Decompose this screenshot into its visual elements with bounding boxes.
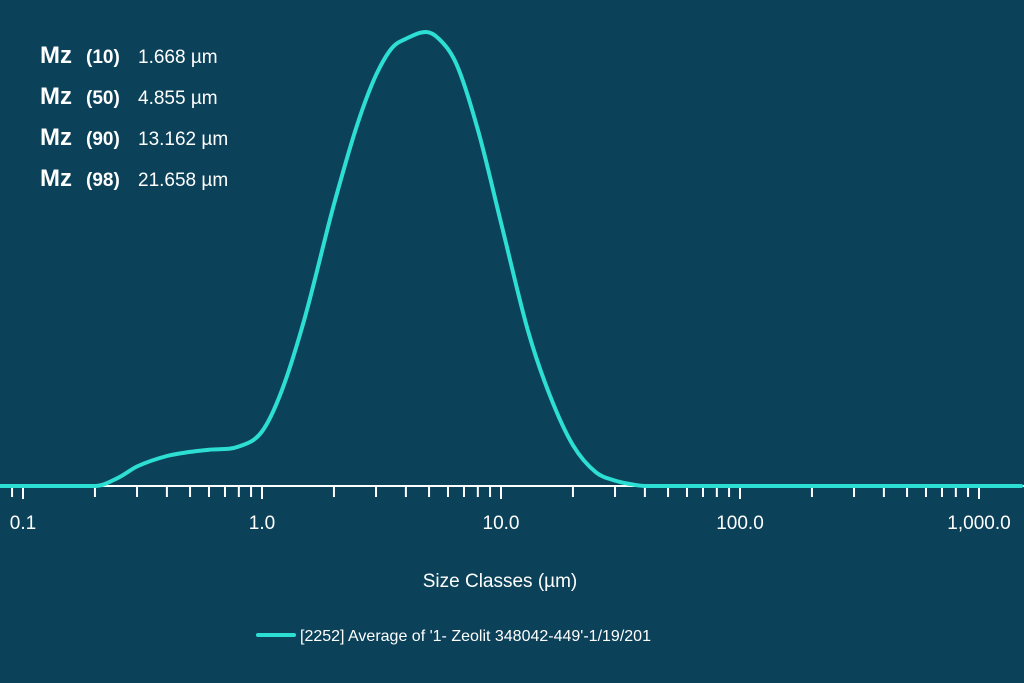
stat-value: 1.668 µm: [138, 47, 218, 68]
x-tick-label: 1,000.0: [947, 513, 1010, 534]
mz-stats-panel: Mz (10) 1.668 µm Mz (50) 4.855 µm Mz (90…: [40, 42, 228, 206]
stat-row-mz90: Mz (90) 13.162 µm: [40, 124, 228, 165]
stat-mz-label: Mz: [40, 124, 72, 151]
stat-percentile: (10): [86, 47, 120, 68]
stat-percentile: (90): [86, 129, 120, 150]
stat-row-mz50: Mz (50) 4.855 µm: [40, 83, 228, 124]
stat-row-mz10: Mz (10) 1.668 µm: [40, 42, 228, 83]
stat-value: 13.162 µm: [138, 129, 229, 150]
x-axis: 0.1 1.0 10.0 100.0 1,000.0: [0, 485, 1024, 534]
x-tick-label: 100.0: [716, 513, 764, 534]
stat-value: 21.658 µm: [138, 170, 229, 191]
legend: [2252] Average of '1- Zeolit 348042-449'…: [256, 628, 651, 645]
stat-mz-label: Mz: [40, 165, 72, 192]
stat-mz-label: Mz: [40, 83, 72, 110]
x-tick-label: 0.1: [10, 513, 36, 534]
x-axis-title: Size Classes (µm): [423, 571, 578, 592]
stat-percentile: (98): [86, 170, 120, 191]
series-line: [0, 30, 1024, 489]
x-tick-label: 10.0: [483, 513, 520, 534]
x-tick-label: 1.0: [249, 513, 275, 534]
legend-label: [2252] Average of '1- Zeolit 348042-449'…: [300, 628, 651, 645]
stat-row-mz98: Mz (98) 21.658 µm: [40, 165, 228, 206]
plot-area: [0, 30, 1024, 489]
stat-mz-label: Mz: [40, 42, 72, 69]
stat-percentile: (50): [86, 88, 120, 109]
stat-value: 4.855 µm: [138, 88, 218, 109]
